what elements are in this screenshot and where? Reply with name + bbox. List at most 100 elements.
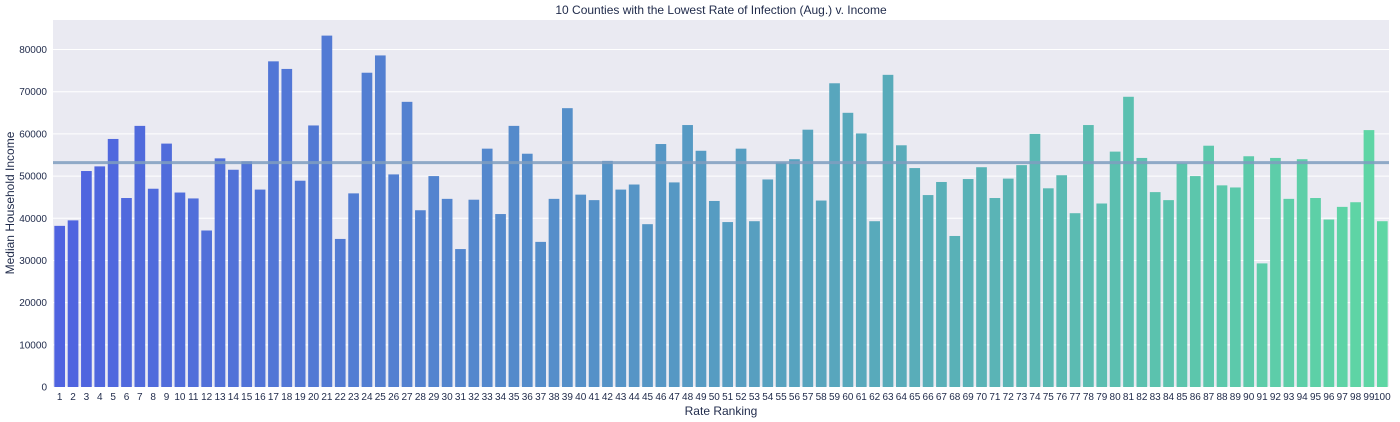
bar: [455, 249, 466, 387]
x-tick-label: 59: [829, 392, 841, 403]
x-tick-label: 32: [468, 392, 480, 403]
x-tick-label: 69: [963, 392, 975, 403]
bar: [922, 195, 934, 387]
bar: [468, 199, 480, 387]
bar: [161, 143, 172, 387]
bar: [655, 144, 667, 387]
x-tick-label: 1: [57, 392, 63, 403]
x-tick-label: 80: [1110, 392, 1122, 403]
bar: [94, 166, 106, 387]
x-tick-label: 58: [816, 392, 828, 403]
bar: [842, 112, 854, 387]
x-tick-label: 33: [482, 392, 494, 403]
bar: [281, 68, 293, 387]
bar: [802, 129, 814, 387]
bar: [976, 167, 987, 387]
x-tick-label: 54: [762, 392, 774, 403]
x-tick-label: 78: [1083, 392, 1095, 403]
bar: [1029, 133, 1041, 387]
bar: [869, 221, 880, 387]
bar: [1256, 263, 1268, 387]
x-tick-label: 50: [709, 392, 721, 403]
x-axis-label: Rate Ranking: [685, 404, 758, 418]
x-tick-label: 64: [896, 392, 908, 403]
bar: [54, 225, 66, 387]
x-tick-label: 51: [722, 392, 734, 403]
bar: [575, 194, 587, 387]
y-tick-label: 70000: [19, 87, 47, 98]
bar: [254, 189, 266, 387]
bar: [548, 198, 560, 387]
bar: [348, 193, 359, 387]
x-tick-label: 43: [615, 392, 627, 403]
bar: [882, 74, 894, 387]
x-tick-label: 27: [401, 392, 413, 403]
x-tick-label: 14: [228, 392, 240, 403]
x-tick-label: 53: [749, 392, 761, 403]
x-tick-label: 57: [802, 392, 814, 403]
x-tick-label: 75: [1043, 392, 1055, 403]
x-tick-label: 93: [1283, 392, 1295, 403]
x-tick-label: 18: [281, 392, 293, 403]
bar: [1069, 213, 1081, 387]
bar: [722, 222, 734, 387]
x-tick-label: 99: [1363, 392, 1375, 403]
bar: [1109, 151, 1121, 387]
bar: [909, 168, 921, 387]
bar: [121, 198, 132, 387]
bar: [562, 108, 573, 387]
x-tick-label: 88: [1216, 392, 1228, 403]
bar: [1189, 176, 1201, 387]
x-tick-label: 79: [1096, 392, 1108, 403]
x-tick-label: 16: [255, 392, 267, 403]
x-tick-label: 95: [1310, 392, 1322, 403]
x-tick-label: 71: [989, 392, 1001, 403]
bar: [588, 200, 600, 387]
bar: [428, 176, 440, 387]
y-tick-labels: 0 10000 20000 30000 40000 50000 60000 70000 8000…: [19, 45, 47, 393]
x-tick-label: 23: [348, 392, 360, 403]
x-tick-label: 60: [842, 392, 854, 403]
x-tick-label: 91: [1257, 392, 1269, 403]
x-tick-label: 12: [201, 392, 213, 403]
x-tick-label: 5: [110, 392, 116, 403]
x-tick-label: 55: [776, 392, 788, 403]
x-tick-label: 96: [1323, 392, 1335, 403]
bar: [201, 230, 212, 387]
x-tick-label: 38: [548, 392, 560, 403]
x-tick-label: 73: [1016, 392, 1028, 403]
x-tick-label: 89: [1230, 392, 1242, 403]
x-tick-label: 76: [1056, 392, 1068, 403]
x-tick-label: 82: [1136, 392, 1148, 403]
x-tick-label: 67: [936, 392, 948, 403]
bar: [1149, 192, 1161, 387]
x-tick-label: 98: [1350, 392, 1362, 403]
bar: [1176, 163, 1188, 387]
x-tick-label: 46: [655, 392, 667, 403]
bar: [1203, 145, 1214, 387]
bar: [495, 214, 506, 387]
x-tick-label: 70: [976, 392, 988, 403]
bar: [228, 169, 239, 387]
x-tick-label: 8: [150, 392, 156, 403]
bar: [374, 55, 386, 388]
bar: [1336, 206, 1348, 387]
x-tick-label: 77: [1069, 392, 1081, 403]
x-tick-label: 20: [308, 392, 320, 403]
bar: [1002, 178, 1014, 387]
x-tick-label: 9: [164, 392, 170, 403]
y-tick-label: 20000: [19, 298, 47, 309]
x-tick-label: 92: [1270, 392, 1282, 403]
bar: [962, 179, 974, 387]
bar: [535, 241, 546, 387]
x-tick-label: 83: [1150, 392, 1162, 403]
y-tick-label: 10000: [19, 340, 47, 351]
x-tick-label: 37: [535, 392, 547, 403]
y-tick-label: 50000: [19, 172, 47, 183]
x-tick-label: 85: [1176, 392, 1188, 403]
x-tick-label: 61: [856, 392, 868, 403]
bar: [401, 101, 413, 387]
y-tick-label: 60000: [19, 129, 47, 140]
x-tick-label: 62: [869, 392, 881, 403]
bar: [67, 220, 79, 387]
